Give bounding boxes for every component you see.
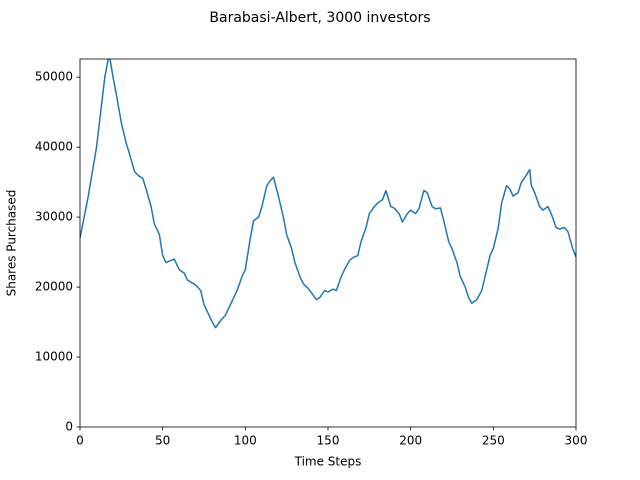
x-tick-label: 300 [565, 434, 588, 448]
y-tick-label: 20000 [35, 280, 73, 294]
data-line [80, 59, 576, 329]
x-tick-label: 100 [234, 434, 257, 448]
x-tick-label: 0 [76, 434, 84, 448]
plot-frame [79, 58, 577, 428]
y-tick-label: 50000 [35, 70, 73, 84]
y-tick-label: 0 [65, 420, 73, 434]
y-tick-label: 10000 [35, 350, 73, 364]
x-tick-label: 200 [399, 434, 422, 448]
y-axis-label: Shares Purchased [5, 190, 19, 297]
chart-title: Barabasi-Albert, 3000 investors [209, 10, 430, 26]
x-tick-label: 250 [482, 434, 505, 448]
x-axis-label: Time Steps [294, 455, 362, 469]
x-tick-label: 150 [317, 434, 340, 448]
x-tick-label: 50 [155, 434, 170, 448]
y-tick-label: 30000 [35, 210, 73, 224]
y-tick-label: 40000 [35, 140, 73, 154]
